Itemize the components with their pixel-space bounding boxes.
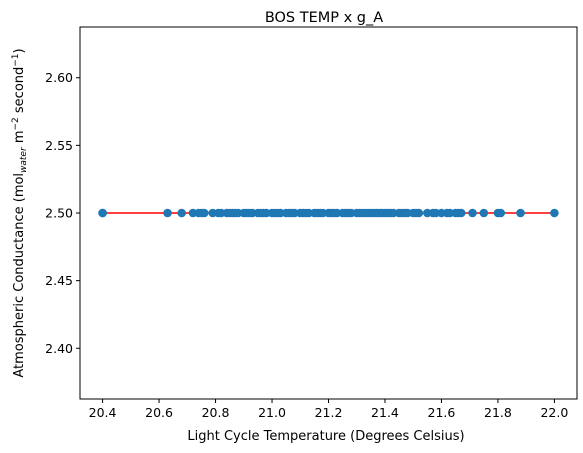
y-tick-label: 2.40	[45, 341, 73, 356]
data-point	[163, 208, 172, 218]
y-label-sup2: −1	[11, 53, 21, 66]
x-tick-label: 21.0	[258, 405, 286, 420]
data-point	[98, 208, 107, 218]
x-tick-label: 22.0	[540, 405, 568, 420]
y-tick-label: 2.45	[45, 273, 73, 288]
data-point	[414, 208, 424, 218]
y-label-mid1: m	[12, 131, 27, 148]
x-axis-label: Light Cycle Temperature (Degrees Celsius…	[187, 429, 464, 444]
x-tick-label: 21.6	[428, 405, 456, 420]
y-axis: 2.40 2.45 2.50 2.55 2.60	[45, 70, 80, 356]
x-tick-label: 20.6	[145, 405, 173, 420]
x-tick-label: 20.4	[89, 405, 117, 420]
data-point	[199, 208, 209, 218]
x-tick-label: 21.2	[315, 405, 343, 420]
data-point	[468, 208, 477, 218]
data-point	[456, 208, 466, 218]
data-point	[496, 208, 506, 218]
x-axis: 20.4 20.6 20.8 21.0 21.2 21.4 21.6 21.8 22.0	[89, 399, 568, 420]
y-label-sup1: −2	[11, 117, 21, 130]
points-layer	[98, 208, 559, 218]
y-axis-label: Atmospheric Conductance (molwater m−2 se…	[11, 48, 29, 377]
y-label-end: )	[12, 48, 27, 53]
data-point	[479, 208, 489, 218]
data-point	[550, 208, 559, 218]
y-tick-label: 2.50	[45, 206, 73, 221]
x-tick-label: 21.8	[484, 405, 512, 420]
x-tick-label: 20.8	[202, 405, 230, 420]
y-tick-label: 2.55	[45, 138, 73, 153]
y-label-base: Atmospheric Conductance (mol	[12, 173, 27, 378]
y-label-mid2: second	[12, 67, 27, 118]
y-tick-label: 2.60	[45, 70, 73, 85]
y-label-sub: water	[19, 146, 29, 173]
x-tick-label: 21.4	[371, 405, 399, 420]
data-point	[516, 208, 525, 218]
chart-title: BOS TEMP x g_A	[265, 10, 383, 26]
data-point	[177, 208, 186, 218]
